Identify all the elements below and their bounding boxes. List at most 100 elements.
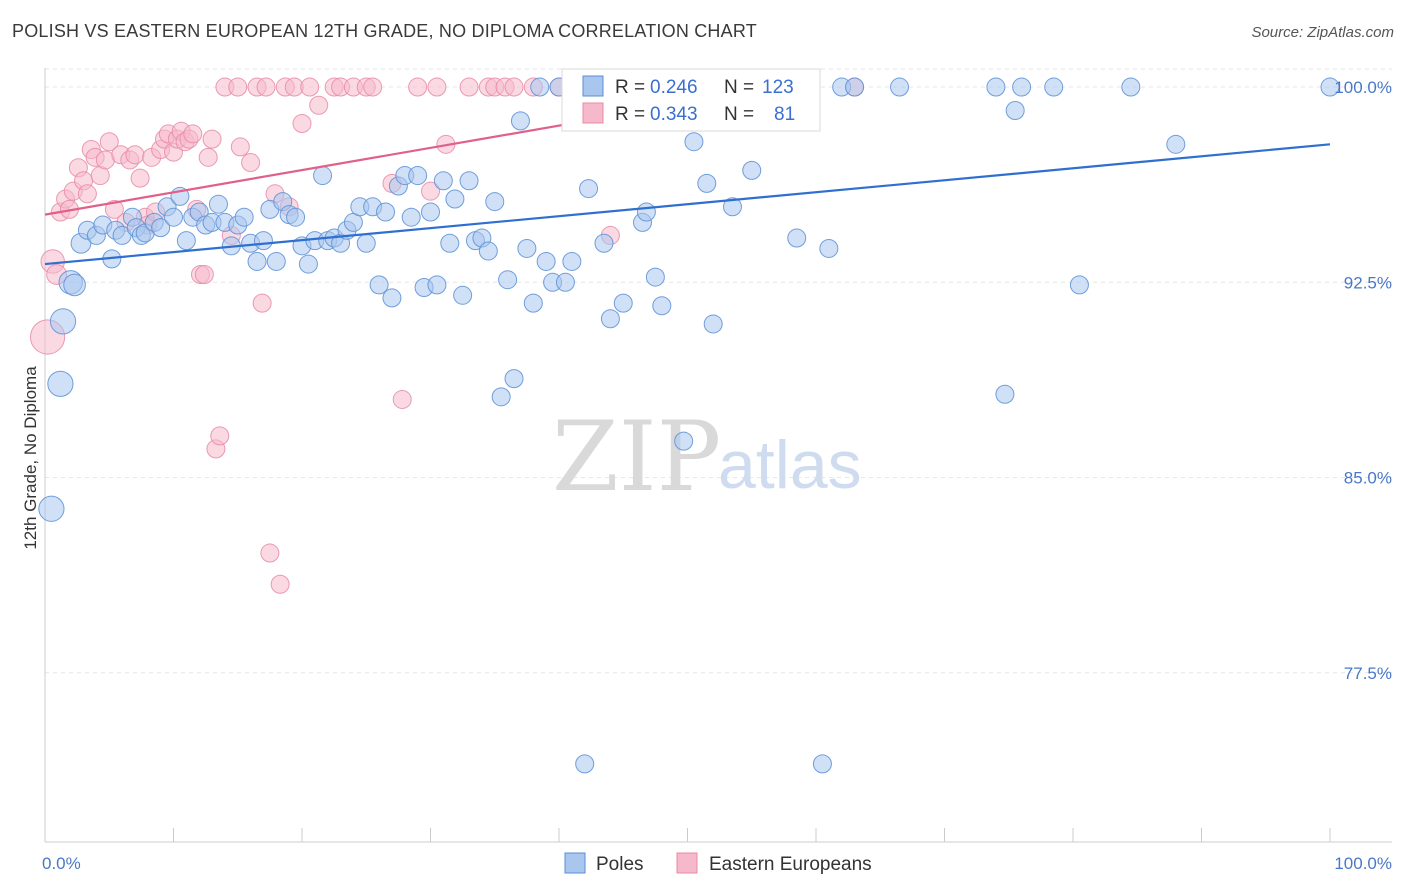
data-point <box>652 296 672 316</box>
poles-n-label: N = <box>724 77 754 98</box>
data-point <box>104 199 124 219</box>
data-point <box>202 129 222 149</box>
x-tick-labels: 0.0% 100.0% <box>42 854 1392 873</box>
data-point <box>1166 134 1186 154</box>
data-point <box>986 77 1006 97</box>
axes <box>44 68 1392 843</box>
legend-eastern-label: Eastern Europeans <box>709 854 872 875</box>
data-point <box>674 431 694 451</box>
data-point <box>684 132 704 152</box>
data-point <box>594 233 614 253</box>
series-legend: Poles Eastern Europeans <box>564 852 872 875</box>
data-point <box>427 275 447 295</box>
data-point <box>208 194 228 214</box>
data-point <box>636 202 656 222</box>
eastern-n-value: 81 <box>774 104 795 125</box>
data-point <box>300 77 320 97</box>
data-point <box>63 273 86 297</box>
data-point <box>812 754 832 774</box>
watermark-atlas: atlas <box>718 427 862 503</box>
data-point <box>523 293 543 313</box>
data-point <box>562 251 582 271</box>
data-point <box>498 270 518 290</box>
data-point <box>253 231 273 251</box>
data-point <box>252 293 272 313</box>
data-point <box>613 293 633 313</box>
data-point <box>408 77 428 97</box>
data-point <box>697 173 717 193</box>
data-point <box>600 309 620 329</box>
y-tick-label: 85.0% <box>1344 469 1392 488</box>
trend-line-poles <box>44 143 1331 266</box>
data-point <box>376 202 396 222</box>
data-point <box>722 197 742 217</box>
eastern-swatch <box>582 102 604 124</box>
data-point <box>198 147 218 167</box>
data-point <box>1320 77 1340 97</box>
data-point <box>787 228 807 248</box>
source-credit: Source: ZipAtlas.com <box>1251 24 1394 41</box>
data-point <box>459 171 479 191</box>
legend-poles-swatch <box>564 852 586 874</box>
data-point <box>453 285 473 305</box>
data-point <box>234 207 254 227</box>
watermark: ZIP atlas <box>552 401 862 513</box>
data-point <box>504 369 524 389</box>
data-point <box>421 181 440 201</box>
poles-n-value: 123 <box>762 77 794 98</box>
data-point <box>491 387 511 407</box>
data-point <box>241 153 261 173</box>
data-point <box>478 241 498 261</box>
data-point <box>1044 77 1064 97</box>
data-point <box>1012 77 1032 97</box>
data-point <box>819 238 839 258</box>
data-point <box>313 166 333 186</box>
data-point <box>1069 275 1089 295</box>
data-point <box>47 370 74 397</box>
x-tick-label: 0.0% <box>42 854 81 873</box>
data-point <box>292 113 312 133</box>
data-point <box>575 754 595 774</box>
data-point <box>382 288 402 308</box>
data-point <box>363 77 383 97</box>
data-point <box>176 231 196 251</box>
data-point <box>845 77 865 97</box>
data-point <box>183 124 203 144</box>
poles-swatch <box>582 75 604 97</box>
data-point <box>890 77 910 97</box>
data-point <box>1121 77 1141 97</box>
poles-r-value: 0.246 <box>650 77 698 98</box>
data-point <box>742 160 762 180</box>
data-point <box>440 233 460 253</box>
watermark-zip: ZIP <box>552 401 721 513</box>
y-tick-labels: 77.5% 85.0% 92.5% 100.0% <box>1334 78 1392 683</box>
legend-poles-label: Poles <box>596 854 644 875</box>
data-point <box>517 238 537 258</box>
data-point <box>433 171 453 191</box>
data-point <box>230 137 250 157</box>
data-point <box>309 95 329 115</box>
data-point <box>286 207 306 227</box>
stats-legend: R = 0.246 N = 123 R = 0.343 N = 81 <box>561 68 821 132</box>
x-tick-label: 100.0% <box>1334 854 1392 873</box>
data-point <box>536 251 556 271</box>
y-axis-label: 12th Grade, No Diploma <box>21 366 40 550</box>
eastern-n-label: N = <box>724 104 754 125</box>
y-tick-label: 92.5% <box>1344 273 1392 292</box>
poles-r-label: R = <box>615 77 645 98</box>
data-point <box>459 77 479 97</box>
data-point <box>77 184 97 204</box>
data-point <box>401 207 421 227</box>
chart-title: POLISH VS EASTERN EUROPEAN 12TH GRADE, N… <box>12 21 757 41</box>
y-tick-label: 77.5% <box>1344 664 1392 683</box>
data-point <box>49 308 77 335</box>
data-point <box>369 275 389 295</box>
data-point <box>408 166 428 186</box>
data-point <box>445 189 465 209</box>
legend-eastern-swatch <box>676 852 698 874</box>
data-point <box>38 495 65 522</box>
data-point <box>151 218 171 238</box>
data-point <box>125 145 145 165</box>
data-point <box>260 543 280 563</box>
